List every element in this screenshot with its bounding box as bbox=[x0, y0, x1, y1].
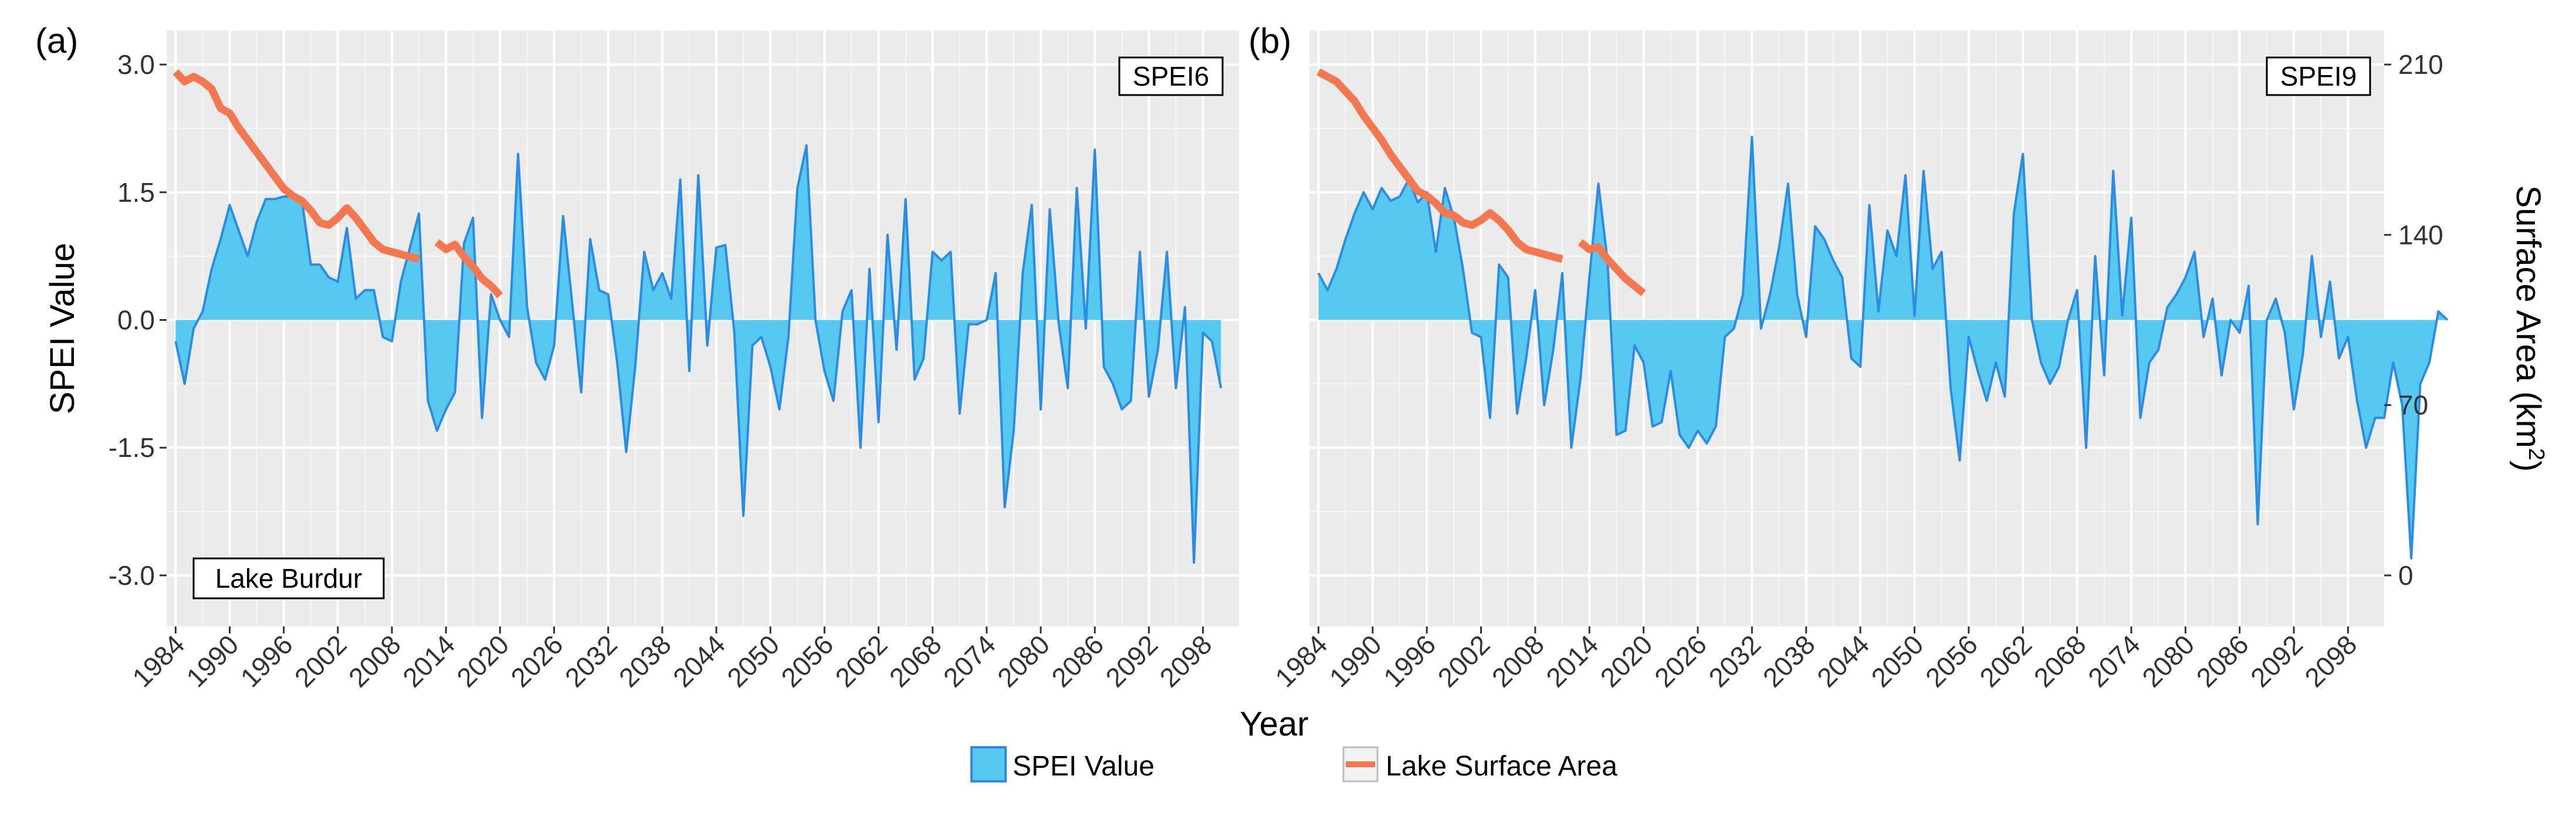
legend-label-spei: SPEI Value bbox=[1013, 751, 1155, 782]
panel-b-label: (b) bbox=[1248, 21, 1291, 60]
x-tick-label: 2044 bbox=[667, 629, 731, 693]
x-tick-label: 1984 bbox=[126, 629, 190, 693]
x-tick-label: 1990 bbox=[180, 629, 244, 693]
panel-b-x-axis: 1984199019962002200820142020202620322038… bbox=[1269, 626, 2362, 693]
spei-area bbox=[1318, 137, 2448, 558]
panel-a-index-box: SPEI6 bbox=[1118, 56, 1224, 96]
x-tick-label: 2068 bbox=[2028, 629, 2092, 693]
x-axis-title: Year bbox=[1240, 705, 1308, 743]
panel-b-index-box: SPEI9 bbox=[2266, 56, 2371, 96]
panel-b-right-y-axis: 0 70 140 210 bbox=[2384, 49, 2443, 591]
x-tick-label: 2014 bbox=[397, 629, 461, 693]
y2-tick-label: 210 bbox=[2398, 49, 2443, 80]
x-tick-label: 2008 bbox=[343, 629, 407, 693]
panel-a-y-axis: -3.0 -1.5 0.0 1.5 3.0 bbox=[109, 49, 167, 591]
x-tick-label: 2098 bbox=[1153, 629, 1217, 693]
legend-label-lake: Lake Surface Area bbox=[1386, 751, 1617, 782]
y2-tick-label: 0 bbox=[2398, 560, 2413, 591]
y-tick-label: -3.0 bbox=[109, 560, 155, 591]
x-tick-label: 2092 bbox=[2245, 629, 2308, 693]
x-tick-label: 1996 bbox=[1377, 629, 1441, 693]
x-tick-label: 2038 bbox=[1757, 629, 1821, 693]
x-tick-label: 2032 bbox=[559, 629, 623, 693]
spei-area bbox=[175, 145, 1221, 563]
panel-a-x-axis: 1984199019962002200820142020202620322038… bbox=[126, 626, 1218, 693]
panel-a-label: (a) bbox=[35, 21, 78, 60]
panel-a-lake-series bbox=[172, 69, 503, 299]
right-y-axis-title-main: Surface Area (km bbox=[2509, 185, 2547, 448]
legend-item-lake: Lake Surface Area bbox=[1342, 746, 1617, 782]
x-tick-label: 2074 bbox=[937, 629, 1001, 693]
x-tick-label: 2098 bbox=[2299, 629, 2362, 693]
right-y-axis-title-superscript: 2 bbox=[2524, 448, 2548, 460]
panel-a-grid bbox=[167, 31, 1239, 626]
spei-line bbox=[1317, 136, 2449, 560]
right-y-axis-title-close: ) bbox=[2509, 460, 2547, 472]
x-tick-label: 2080 bbox=[991, 629, 1055, 693]
legend: SPEI Value Lake Surface Area bbox=[970, 746, 1617, 782]
panel-a-location-frame bbox=[192, 557, 385, 599]
lake-surface-line bbox=[1578, 239, 1646, 296]
y-tick-label: 1.5 bbox=[117, 177, 155, 208]
x-tick-label: 2002 bbox=[1431, 629, 1495, 693]
x-tick-label: 2080 bbox=[2136, 629, 2200, 693]
x-tick-label: 2020 bbox=[1595, 629, 1658, 693]
x-tick-label: 2014 bbox=[1540, 629, 1604, 693]
x-tick-label: 2026 bbox=[505, 629, 568, 693]
panel-a-location-box: Lake Burdur bbox=[192, 557, 385, 599]
x-tick-label: 2062 bbox=[829, 629, 893, 693]
legend-item-spei: SPEI Value bbox=[970, 746, 1155, 782]
x-tick-label: 2056 bbox=[775, 629, 839, 693]
x-tick-label: 1996 bbox=[235, 629, 299, 693]
x-tick-label: 2044 bbox=[1811, 629, 1875, 693]
y-tick-label: 0.0 bbox=[117, 304, 155, 335]
legend-swatch-spei bbox=[970, 746, 1007, 782]
panel-b-index-frame bbox=[2266, 56, 2371, 96]
x-tick-label: 1990 bbox=[1323, 629, 1387, 693]
x-tick-label: 2074 bbox=[2082, 629, 2146, 693]
x-tick-label: 2020 bbox=[451, 629, 514, 693]
x-tick-label: 2050 bbox=[1865, 629, 1929, 693]
panel-a-background bbox=[167, 31, 1239, 626]
panel-b-spei-series bbox=[1317, 136, 2449, 560]
y-tick-label: -1.5 bbox=[109, 432, 155, 463]
lake-surface-line bbox=[434, 239, 503, 299]
panel-a-index-label: SPEI6 bbox=[1133, 61, 1209, 92]
right-y-axis-title: Surface Area (km2) bbox=[2509, 185, 2548, 472]
x-tick-label: 2092 bbox=[1099, 629, 1163, 693]
y-tick-label: 3.0 bbox=[117, 49, 155, 80]
y2-tick-label: 70 bbox=[2398, 390, 2428, 421]
panel-b-lake-series bbox=[1316, 68, 1646, 296]
y-axis-title: SPEI Value bbox=[43, 243, 82, 414]
x-tick-label: 2002 bbox=[289, 629, 353, 693]
x-tick-label: 2026 bbox=[1648, 629, 1712, 693]
spei-line bbox=[174, 144, 1223, 564]
panel-a-location-label: Lake Burdur bbox=[215, 563, 363, 594]
x-tick-label: 2008 bbox=[1486, 629, 1550, 693]
lake-surface-line bbox=[1316, 68, 1563, 263]
panel-a-index-frame bbox=[1118, 56, 1224, 96]
panel-a: -3.0-1.50.01.53.0 1984199019962002200820… bbox=[35, 21, 1239, 693]
x-tick-label: 2086 bbox=[2191, 629, 2255, 693]
y2-tick-label: 140 bbox=[2398, 219, 2443, 250]
lake-surface-line bbox=[172, 69, 420, 263]
x-tick-label: 2038 bbox=[613, 629, 677, 693]
x-tick-label: 2062 bbox=[1974, 629, 2037, 693]
panel-a-spei-series bbox=[174, 144, 1223, 564]
panel-b-index-label: SPEI9 bbox=[2280, 61, 2357, 92]
x-tick-label: 2032 bbox=[1702, 629, 1766, 693]
x-tick-label: 2050 bbox=[721, 629, 785, 693]
x-tick-label: 2086 bbox=[1045, 629, 1109, 693]
x-tick-label: 1984 bbox=[1269, 629, 1333, 693]
x-tick-label: 2068 bbox=[884, 629, 947, 693]
x-tick-label: 2056 bbox=[1920, 629, 1983, 693]
